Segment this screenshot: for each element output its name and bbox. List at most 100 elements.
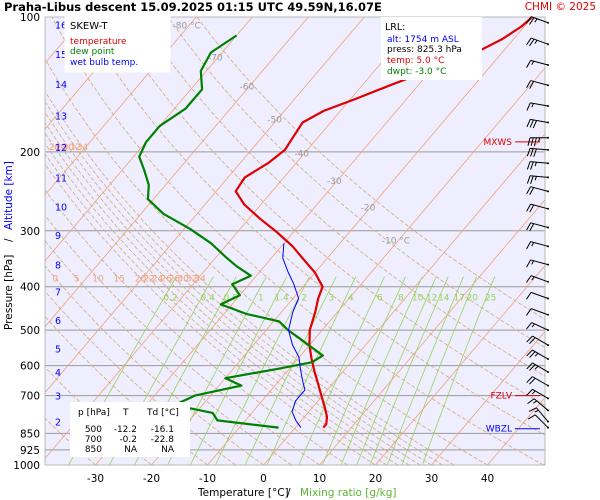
dry-adiabat-label: 30 <box>177 274 189 284</box>
wind-barb-feather <box>526 222 532 231</box>
y-tick-label: 1000 <box>13 460 40 472</box>
mixing-ratio-label: 1 <box>258 294 264 304</box>
level-marker-label: FZLV <box>490 392 512 402</box>
mixing-ratio-line <box>266 276 357 465</box>
dry-adiabat-label: 28 <box>169 274 181 284</box>
wind-barb <box>527 398 549 412</box>
dry-adiabat-label: 30 <box>63 143 75 153</box>
wind-barb <box>526 59 549 68</box>
level-table-header-td: Td [°C] <box>146 408 179 418</box>
wind-barb-feather <box>526 275 532 283</box>
wind-barb-feather <box>526 335 533 343</box>
dry-adiabat-label: 26 <box>49 143 61 153</box>
wind-barb <box>526 388 549 400</box>
wind-barb-staff <box>530 291 549 299</box>
wind-barb <box>526 322 549 332</box>
dry-adiabat-line <box>45 111 432 465</box>
mixing-ratio-line <box>386 276 464 465</box>
wind-barb-feather <box>526 80 532 89</box>
dry-adiabat-line <box>45 90 455 465</box>
wind-barb-feather <box>529 364 536 371</box>
lrl-dewpoint: dwpt: -3.0 °C <box>387 67 446 77</box>
wind-barb <box>526 259 549 268</box>
wind-barb-feather <box>530 161 534 170</box>
wind-barb-half-feather <box>534 352 539 357</box>
dry-adiabat-label: 15 <box>114 274 125 284</box>
x-tick-label: 0 <box>260 473 267 485</box>
isotherm-line <box>543 462 545 465</box>
mixing-ratio-line <box>369 276 449 465</box>
wind-barb <box>526 80 549 89</box>
wind-barb-half-feather <box>531 103 534 108</box>
dry-adiabat-label: 22 <box>143 274 154 284</box>
wind-barb-feather <box>526 308 532 316</box>
mixing-ratio-line <box>215 276 310 465</box>
wind-barb-feather <box>526 349 533 357</box>
mixing-ratio-label: 1.4 <box>274 294 289 304</box>
wind-barb-feather <box>526 102 531 111</box>
level-table-cell: -16.1 <box>151 425 174 435</box>
wind-barb-staff <box>530 308 549 316</box>
wind-barb <box>526 147 549 157</box>
isotherm-label: -30 <box>327 177 342 187</box>
y-tick-label: 850 <box>20 428 40 440</box>
altitude-tick-label: 8 <box>55 261 61 272</box>
isotherm-line <box>45 17 253 262</box>
wind-barb-feather <box>526 119 531 128</box>
dry-adiabat-line <box>196 17 545 320</box>
isotherm-line <box>319 199 545 465</box>
dry-adiabat-line <box>45 132 410 465</box>
altitude-tick-label: 6 <box>55 316 61 327</box>
altitude-tick-label: 7 <box>55 288 61 299</box>
credit-label: CHMI © 2025 <box>525 1 596 13</box>
wind-barb <box>526 161 549 170</box>
x-tick-label: 30 <box>425 473 438 485</box>
wind-barb-feather <box>526 259 532 268</box>
isotherm-line <box>431 330 545 465</box>
wind-barb-feather <box>526 161 531 170</box>
x-axis-label-secondary: Mixing ratio [g/kg] <box>300 487 396 499</box>
dry-adiabat-line <box>45 189 348 465</box>
dry-adiabat-label: 0 <box>53 274 59 284</box>
x-axis-label: Temperature [°C] <box>197 487 289 499</box>
x-tick-label: 10 <box>313 473 326 485</box>
wind-barb-feather <box>530 148 534 157</box>
x-tick-label: 20 <box>369 473 382 485</box>
wind-barb <box>526 241 549 250</box>
isotherm-line <box>207 67 545 465</box>
wind-barb-feather <box>526 148 531 157</box>
wind-barb-staff <box>534 414 549 428</box>
wind-barb <box>528 407 549 423</box>
dry-adiabat-line <box>45 163 376 465</box>
wind-barb-half-feather <box>531 390 536 395</box>
dry-adiabat-label: 32 <box>70 143 81 153</box>
wind-barb-feather <box>527 414 536 420</box>
wind-barb-feather <box>529 351 536 358</box>
wind-barb-half-feather <box>538 137 541 142</box>
isotherm-line <box>263 133 545 465</box>
dry-adiabat-label: 24 <box>152 274 164 284</box>
isotherm-line <box>375 264 545 465</box>
mixing-ratio-line <box>322 276 406 465</box>
wind-barb-feather <box>526 241 532 250</box>
wind-barb-half-feather <box>531 242 535 247</box>
y-tick-label: 600 <box>20 361 40 373</box>
dry-adiabat-line <box>45 239 292 465</box>
wind-barb <box>526 118 549 129</box>
legend-temperature: temperature <box>70 37 127 47</box>
mixing-ratio-line <box>340 276 423 465</box>
wind-barb-feather <box>526 37 532 46</box>
wind-barb-feather <box>529 187 535 195</box>
wind-barb-feather <box>533 148 537 157</box>
mixing-ratio-label: 8 <box>398 294 404 304</box>
isotherm-label: -70 <box>208 53 223 63</box>
isotherm-line <box>45 17 197 196</box>
mixing-ratio-label: 0.2 <box>163 294 177 304</box>
wind-barb <box>527 136 549 146</box>
mixing-ratio-label: 2 <box>301 294 307 304</box>
altitude-tick-label: 13 <box>55 112 67 123</box>
dry-adiabat-line <box>45 121 421 465</box>
wind-barb-feather <box>529 17 535 25</box>
isotherm-label: -40 <box>294 150 309 160</box>
